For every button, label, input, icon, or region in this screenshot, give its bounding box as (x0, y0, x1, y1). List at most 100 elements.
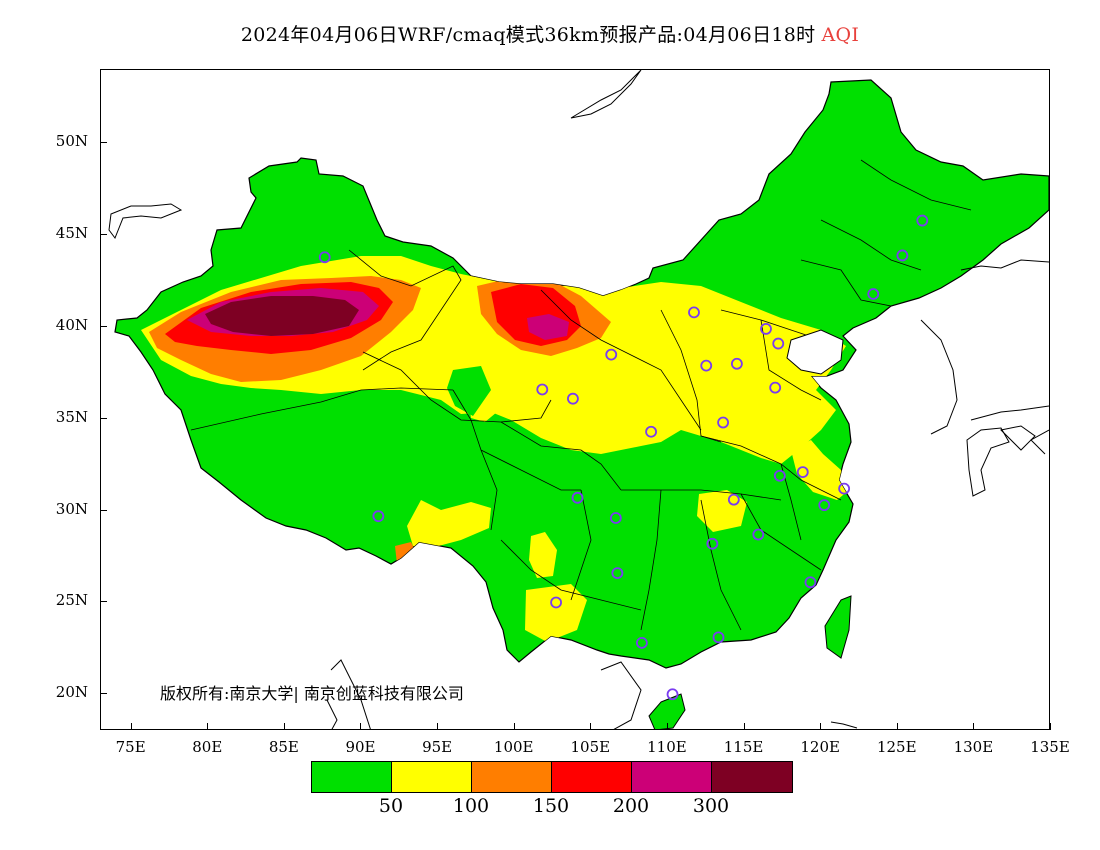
city-marker (645, 425, 657, 438)
lon-tick-mark (360, 723, 362, 730)
province-boundaries (190, 159, 972, 631)
copyright-text: 版权所有:南京大学| 南京创蓝科技有限公司 (160, 684, 464, 703)
lon-tick-label: 135E (1030, 738, 1070, 756)
lat-tick-label: 35N (55, 407, 88, 426)
colorbar-label: 50 (378, 795, 404, 817)
colorbar-swatch (312, 762, 392, 792)
lat-tick-mark (100, 326, 107, 328)
lat-tick-label: 25N (55, 591, 88, 610)
coastlines (108, 70, 1049, 729)
lat-tick-mark (100, 417, 107, 419)
aqi-map (108, 70, 1049, 729)
lat-tick-label: 40N (55, 316, 88, 335)
taiwan (824, 595, 852, 659)
city-marker (867, 288, 880, 300)
lat-tick-label: 50N (55, 132, 88, 151)
map-frame (100, 69, 1050, 730)
city-marker (712, 631, 725, 644)
lon-tick-mark (973, 723, 975, 730)
lon-tick-mark (130, 723, 132, 730)
city-marker (635, 636, 648, 649)
contour-yellow-hunan (697, 490, 747, 532)
lon-tick-mark (207, 723, 209, 730)
city-marker (536, 383, 549, 396)
city-marker (605, 348, 618, 361)
hainan (648, 693, 686, 729)
colorbar (311, 761, 793, 793)
lon-tick-mark (1050, 723, 1051, 730)
city-marker (818, 499, 831, 512)
lat-tick-label: 20N (55, 683, 88, 702)
colorbar-label: 200 (612, 795, 650, 817)
lon-tick-mark (666, 723, 668, 730)
colorbar-swatch (712, 762, 792, 792)
lat-tick-label: 45N (55, 224, 88, 243)
lon-tick-mark (283, 723, 285, 730)
city-marker (760, 322, 772, 335)
lat-tick-mark (100, 601, 107, 603)
bohai-sea (786, 329, 844, 375)
lat-tick-mark (100, 142, 107, 144)
contour-yellow-sw (407, 500, 491, 548)
lon-tick-label: 85E (268, 738, 299, 756)
city-marker (666, 688, 679, 701)
lon-tick-label: 80E (192, 738, 223, 756)
city-marker (730, 357, 743, 370)
colorbar-swatch (472, 762, 552, 792)
city-marker (796, 466, 809, 479)
city-marker (567, 392, 579, 405)
city-marker (550, 596, 562, 609)
city-markers (318, 214, 929, 701)
city-marker (838, 482, 851, 495)
city-marker (773, 469, 786, 482)
city-marker (611, 567, 624, 579)
city-marker (609, 512, 622, 524)
lon-tick-mark (513, 723, 515, 730)
contour-green-qinghai (447, 366, 491, 416)
city-marker (571, 491, 584, 504)
lon-tick-label: 120E (800, 738, 840, 756)
lon-tick-label: 115E (723, 738, 764, 756)
lon-tick-mark (896, 723, 898, 730)
lon-tick-label: 100E (493, 738, 534, 756)
colorbar-label: 300 (692, 795, 730, 817)
lat-tick-mark (100, 693, 107, 695)
city-marker (372, 510, 385, 523)
colorbar-swatch (632, 762, 712, 792)
contour-purple-alxa (527, 314, 569, 340)
city-marker (769, 381, 782, 394)
lon-tick-mark (820, 723, 822, 730)
title-main: 2024年04月06日WRF/cmaq模式36km预报产品:04月06日18时 (240, 24, 816, 46)
title-variable: AQI (821, 24, 860, 46)
city-marker (916, 214, 929, 227)
lon-tick-label: 110E (647, 738, 687, 756)
colorbar-swatch (552, 762, 632, 792)
lon-tick-label: 130E (953, 738, 994, 756)
map-title: 2024年04月06日WRF/cmaq模式36km预报产品:04月06日18时 A… (0, 20, 1100, 47)
lon-tick-label: 125E (876, 738, 917, 756)
contour-yellow-jiangsu (791, 440, 849, 500)
lon-tick-label: 90E (345, 738, 376, 756)
lon-tick-label: 75E (115, 738, 146, 756)
colorbar-label: 100 (452, 795, 490, 817)
city-marker (772, 337, 785, 350)
lon-tick-label: 95E (422, 738, 453, 756)
city-marker (318, 251, 331, 264)
lat-tick-mark (100, 509, 107, 511)
lat-tick-mark (100, 234, 107, 236)
colorbar-label: 150 (532, 795, 570, 817)
aqi-contours (141, 256, 849, 642)
contour-yellow-sc (529, 532, 557, 578)
city-marker (717, 416, 729, 429)
city-marker (896, 249, 909, 262)
city-marker (700, 359, 713, 372)
city-marker (752, 528, 765, 541)
lat-tick-label: 30N (55, 499, 88, 518)
lon-tick-label: 105E (570, 738, 611, 756)
lon-tick-mark (437, 723, 439, 730)
colorbar-swatch (392, 762, 472, 792)
city-marker (688, 306, 700, 319)
city-marker (706, 537, 719, 550)
contour-maroon-tarim (205, 296, 359, 336)
city-marker (804, 576, 817, 589)
